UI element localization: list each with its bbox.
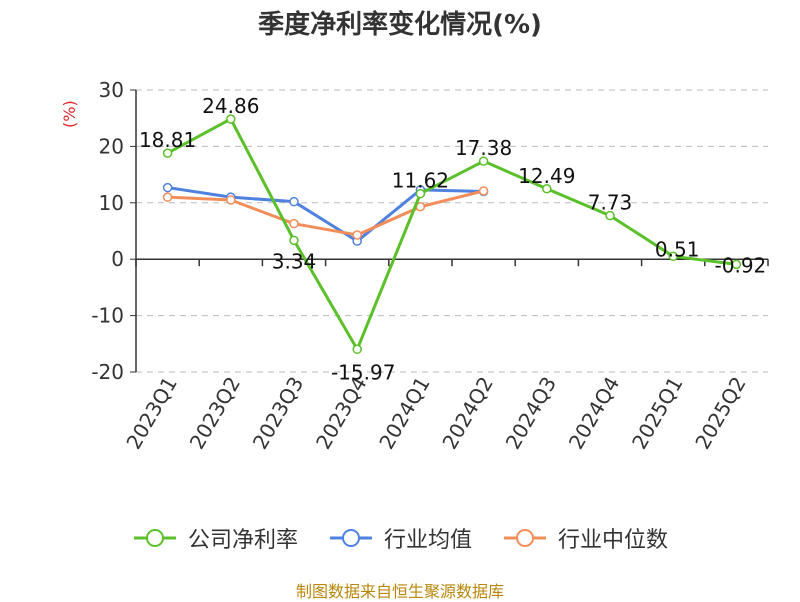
legend-marker-industry-median-icon xyxy=(504,529,546,547)
data-point-1 xyxy=(162,182,173,193)
series-line-1 xyxy=(167,186,484,243)
legend-item-company[interactable]: 公司净利率 xyxy=(132,522,298,554)
x-tick-label: 2023Q3 xyxy=(248,373,308,454)
data-label: 11.62 xyxy=(392,169,449,193)
legend-item-industry-median[interactable]: 行业中位数 xyxy=(502,522,668,554)
y-tick-label: 20 xyxy=(99,134,124,158)
legend-marker-company-icon xyxy=(133,529,176,547)
data-label: 18.81 xyxy=(139,128,196,152)
x-tick-label: 2023Q4 xyxy=(311,373,371,454)
data-label: 7.73 xyxy=(588,191,633,215)
data-point-0 xyxy=(162,148,173,158)
x-tick-label: 2023Q2 xyxy=(185,373,245,454)
legend-marker-industry-mean-icon xyxy=(329,529,372,547)
legend-item-industry-mean[interactable]: 行业均值 xyxy=(328,522,472,554)
y-tick-label: 10 xyxy=(99,191,124,215)
data-point-0 xyxy=(226,114,236,124)
y-tick-label: 0 xyxy=(111,247,124,271)
data-source-note: 制图数据来自恒生聚源数据库 xyxy=(295,582,504,601)
data-point-2 xyxy=(289,218,299,229)
data-point-0 xyxy=(542,184,552,194)
x-tick-label: 2024Q3 xyxy=(501,373,561,454)
data-point-0 xyxy=(478,156,489,166)
x-tick-label: 2025Q2 xyxy=(690,373,750,454)
data-label: 0.51 xyxy=(655,237,700,261)
chart-title: 季度净利率变化情况(%) xyxy=(258,10,542,40)
legend-label-company: 公司净利率 xyxy=(187,528,298,553)
legend-label-industry-mean: 行业均值 xyxy=(383,528,472,553)
y-tick-label: 30 xyxy=(99,78,124,102)
data-label: -0.92 xyxy=(715,253,767,277)
x-tick-label: 2024Q4 xyxy=(564,373,624,454)
data-point-2 xyxy=(352,230,362,240)
x-tick-label: 2025Q1 xyxy=(627,373,687,454)
data-label: -15.97 xyxy=(331,360,395,384)
data-label: 3.34 xyxy=(272,249,317,273)
data-point-1 xyxy=(289,196,299,207)
data-point-0 xyxy=(668,251,678,262)
data-label: 12.49 xyxy=(518,164,575,188)
data-point-2 xyxy=(162,192,173,202)
data-point-0 xyxy=(289,235,299,246)
y-tick-label: -10 xyxy=(91,304,124,328)
data-point-0 xyxy=(415,188,426,199)
data-label: 24.86 xyxy=(202,94,259,118)
series-line-0 xyxy=(166,117,737,351)
data-point-0 xyxy=(352,344,362,355)
y-tick-label: -20 xyxy=(91,360,124,384)
x-tick-label: 2024Q2 xyxy=(437,372,497,453)
data-point-2 xyxy=(226,195,236,205)
data-label: 17.38 xyxy=(455,136,512,160)
data-point-0 xyxy=(605,210,615,221)
x-tick-label: 2023Q1 xyxy=(121,373,181,454)
data-point-2 xyxy=(478,186,489,196)
series-line-2 xyxy=(167,189,484,237)
legend: 公司净利率 行业均值 行业中位数 xyxy=(0,522,800,554)
legend-label-industry-median: 行业中位数 xyxy=(558,528,669,553)
x-tick-label: 2024Q1 xyxy=(374,373,434,454)
data-point-0 xyxy=(731,259,742,270)
